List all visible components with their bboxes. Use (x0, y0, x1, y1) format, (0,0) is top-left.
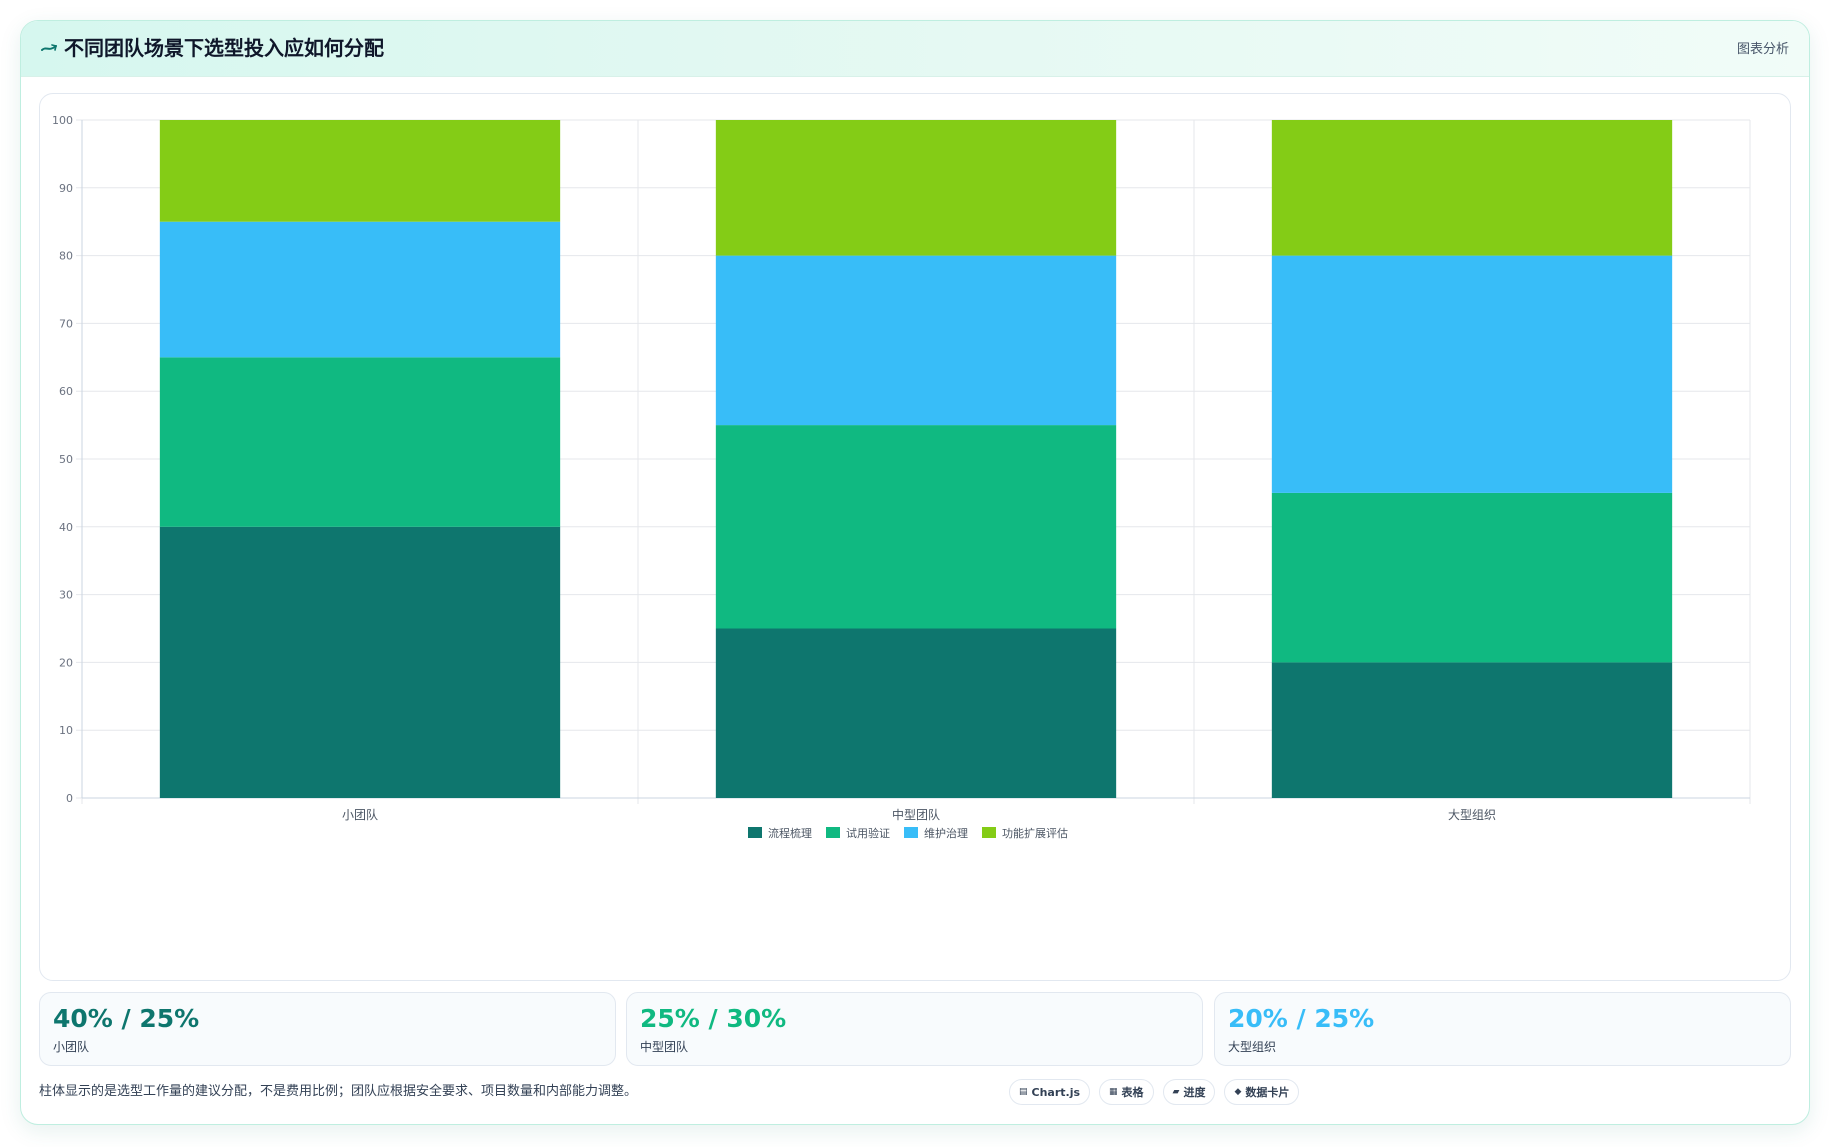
y-tick-label: 100 (52, 114, 73, 127)
chart-icon: ▤ (1019, 1087, 1028, 1097)
y-tick-label: 20 (59, 656, 73, 669)
legend-swatch (982, 827, 996, 838)
trend-logo-icon (41, 44, 57, 51)
legend-swatch (826, 827, 840, 838)
progress-icon: ▰ (1172, 1087, 1180, 1097)
chart-analysis-link[interactable]: 图表分析 (1736, 42, 1789, 57)
chart-card: 不同团队场景下选型投入应如何分配 图表分析 0 10 20 30 40 50 60 70 80 9… (20, 20, 1810, 1125)
chip-row: ▤ Chart.js ▦ 表格 ▰ 进度 ◆ 数据卡片 (1009, 1079, 1300, 1107)
y-tick-label: 60 (59, 385, 73, 398)
y-tick-label: 10 (59, 724, 73, 737)
legend-swatch (748, 827, 762, 838)
legend-label: 试用验证 (846, 826, 890, 840)
x-tick-label: 中型团队 (892, 807, 940, 822)
bar-segment (715, 255, 1117, 426)
chip-data-card[interactable]: ◆ 数据卡片 (1224, 1079, 1300, 1105)
stat-value: 25% / 30% (640, 1004, 787, 1033)
bar-segment (715, 120, 1117, 256)
bar-segment (1271, 662, 1673, 798)
stat-label: 中型团队 (640, 1040, 689, 1054)
stat-value: 40% / 25% (53, 1004, 200, 1033)
bar-segment (1271, 255, 1673, 493)
chip-table[interactable]: ▦ 表格 (1099, 1079, 1154, 1105)
chip-label: 数据卡片 (1245, 1086, 1290, 1099)
table-icon: ▦ (1109, 1087, 1118, 1097)
chart-title: 不同团队场景下选型投入应如何分配 (64, 36, 384, 60)
chip-chartjs[interactable]: ▤ Chart.js (1009, 1079, 1091, 1105)
stat-label: 小团队 (53, 1040, 90, 1054)
y-tick-label: 90 (59, 182, 73, 195)
legend-label: 功能扩展评估 (1002, 826, 1068, 840)
bar-segment (159, 221, 561, 358)
footer-note: 柱体显示的是选型工作量的建议分配，不是费用比例；团队应根据安全要求、项目数量和内… (39, 1084, 638, 1099)
chart-panel: 0 10 20 30 40 50 60 70 80 90 100 小团队 中型团队 大型组织流程梳理 试用验… (39, 93, 1791, 981)
x-tick-label: 小团队 (342, 807, 378, 822)
bar-segment (715, 628, 1117, 798)
y-tick-label: 40 (59, 521, 73, 534)
bar-segment (159, 120, 561, 222)
bar-segment (1271, 492, 1673, 663)
legend-label: 流程梳理 (768, 826, 812, 840)
data-card-icon: ◆ (1234, 1087, 1242, 1097)
stat-card: 25% / 30% 中型团队 (626, 992, 1203, 1066)
bar-segment (1271, 120, 1673, 256)
stat-card: 40% / 25% 小团队 (39, 992, 616, 1066)
y-tick-label: 70 (59, 317, 73, 330)
stat-label: 大型组织 (1228, 1040, 1277, 1054)
stat-card: 20% / 25% 大型组织 (1214, 992, 1791, 1066)
y-tick-label: 30 (59, 589, 73, 602)
bar-segment (159, 357, 561, 527)
y-tick-label: 80 (59, 250, 73, 263)
y-tick-label: 50 (59, 453, 73, 466)
chip-label: 表格 (1121, 1086, 1144, 1099)
bar-segment (715, 425, 1117, 629)
bar-segment (159, 526, 561, 798)
card-header: 不同团队场景下选型投入应如何分配 图表分析 (21, 21, 1809, 77)
stat-value: 20% / 25% (1228, 1004, 1375, 1033)
x-tick-label: 大型组织 (1448, 808, 1496, 822)
stats-row: 40% / 25% 小团队 25% / 30% 中型团队 20% / 25% 大… (39, 992, 1791, 1067)
y-tick-label: 0 (66, 792, 73, 805)
chip-progress[interactable]: ▰ 进度 (1162, 1079, 1216, 1105)
legend-swatch (904, 827, 918, 838)
legend-label: 维护治理 (924, 826, 968, 840)
chip-label: Chart.js (1031, 1085, 1081, 1099)
chip-label: 进度 (1183, 1086, 1206, 1099)
